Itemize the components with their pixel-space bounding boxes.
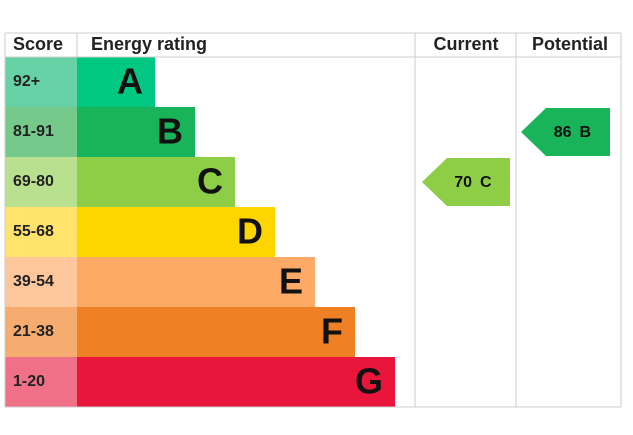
rating-letter: C <box>197 161 223 202</box>
potential-value: 86 <box>554 124 572 141</box>
rating-letter: E <box>279 261 303 302</box>
potential-arrow <box>521 108 610 156</box>
rating-bar <box>77 257 315 307</box>
score-label: 1-20 <box>13 373 45 390</box>
score-label: 39-54 <box>13 273 54 290</box>
header-rating: Energy rating <box>91 34 207 54</box>
rating-letter: G <box>355 361 383 402</box>
current-value: 70 <box>454 174 472 191</box>
rating-bar <box>77 307 355 357</box>
current-letter: C <box>480 174 492 191</box>
score-cell <box>5 257 77 307</box>
header-score: Score <box>13 34 63 54</box>
score-cell <box>5 57 77 107</box>
score-label: 21-38 <box>13 323 54 340</box>
potential-letter: B <box>580 124 592 141</box>
rating-bar <box>77 207 275 257</box>
header-potential: Potential <box>532 34 608 54</box>
rating-letter: B <box>157 111 183 152</box>
rating-letter: D <box>237 211 263 252</box>
score-label: 55-68 <box>13 223 54 240</box>
score-cell <box>5 357 77 407</box>
score-cell <box>5 307 77 357</box>
rating-bar <box>77 57 155 107</box>
score-label: 81-91 <box>13 123 54 140</box>
rating-bar <box>77 107 195 157</box>
rating-bar <box>77 157 235 207</box>
rating-bar <box>77 357 395 407</box>
score-label: 69-80 <box>13 173 54 190</box>
rating-letter: F <box>321 311 343 352</box>
rating-letter: A <box>117 61 143 102</box>
current-arrow <box>422 158 510 206</box>
score-cell <box>5 107 77 157</box>
score-cell <box>5 207 77 257</box>
header-current: Current <box>433 34 498 54</box>
score-label: 92+ <box>13 73 40 90</box>
score-cell <box>5 157 77 207</box>
